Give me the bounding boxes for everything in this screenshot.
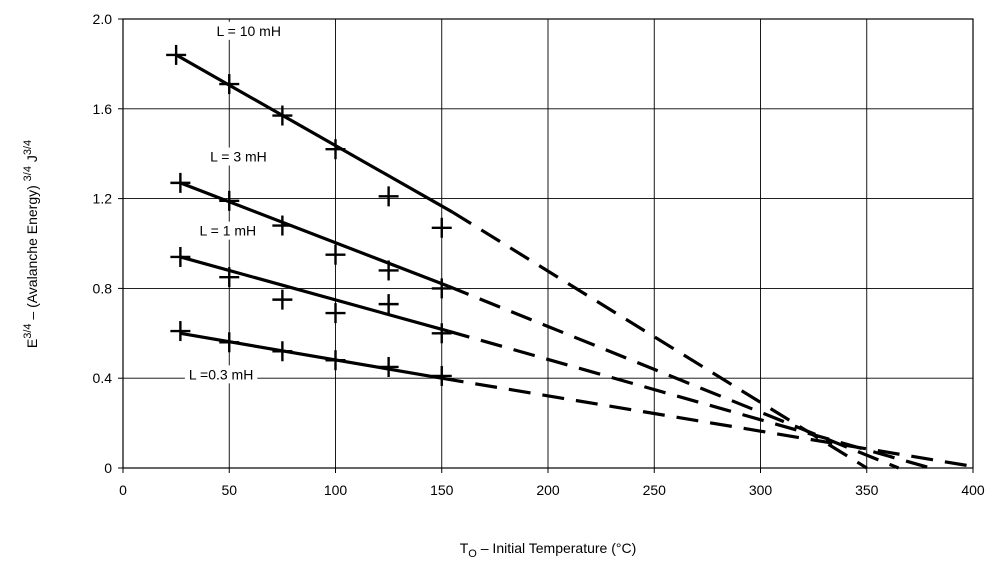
data-markers: [166, 44, 452, 386]
x-tick-label: 350: [855, 482, 879, 498]
data-point-marker: [219, 74, 240, 95]
x-tick-label: 200: [536, 482, 560, 498]
y-tick-label: 1.2: [93, 191, 113, 207]
x-axis-label-subscript: O: [468, 548, 477, 560]
y-tick-label: 0: [104, 460, 112, 476]
data-point-marker: [378, 260, 399, 281]
series-label-background: [212, 21, 285, 40]
x-tick-label: 50: [221, 482, 237, 498]
data-point-marker: [219, 267, 240, 288]
x-tick-label: 400: [961, 482, 985, 498]
y-tick-label: 2.0: [93, 11, 113, 27]
series-extrapolation-line: [451, 210, 868, 470]
data-point-marker: [325, 244, 346, 265]
data-point-marker: [378, 186, 399, 207]
data-point-marker: [325, 350, 346, 371]
x-axis-label: TO – Initial Temperature (°C): [460, 540, 637, 560]
series-label: L = 3 mH: [210, 149, 267, 165]
series-label: L = 1 mH: [200, 223, 257, 239]
series-label-background: [206, 147, 271, 166]
series-label: L = 10 mH: [217, 23, 281, 39]
x-tick-label: 0: [119, 482, 127, 498]
axis-ticks: 0 50 100 150 200 250 300 350 400 0 0.4 0.8 1.2 1.6 2.0: [93, 11, 985, 498]
data-point-marker: [272, 215, 293, 236]
data-point-marker: [170, 321, 191, 342]
data-point-marker: [166, 44, 187, 65]
data-point-marker: [431, 323, 452, 344]
data-point-marker: [325, 303, 346, 324]
x-tick-label: 100: [324, 482, 348, 498]
x-tick-label: 250: [643, 482, 667, 498]
y-tick-label: 1.6: [93, 101, 113, 117]
data-point-marker: [431, 365, 452, 386]
y-tick-label: 0.8: [93, 280, 113, 296]
y-axis-label: E3/4 – (Avalanche Energy) 3/4 J3/4: [22, 140, 40, 348]
data-point-marker: [325, 139, 346, 160]
series-fit-line: [180, 331, 443, 380]
series-label: L =0.3 mH: [189, 366, 253, 382]
data-point-marker: [431, 217, 452, 238]
y-tick-label: 0.4: [93, 370, 113, 386]
data-point-marker: [378, 294, 399, 315]
data-point-marker: [272, 105, 293, 126]
x-axis-label-rest: – Initial Temperature (°C): [477, 540, 636, 556]
series-extrapolation-line: [447, 284, 900, 470]
x-tick-label: 150: [430, 482, 454, 498]
series-fit-line: [175, 53, 454, 214]
series-labels: L = 10 mH L = 3 mH L = 1 mH L =0.3 mH: [184, 21, 285, 384]
data-point-marker: [170, 172, 191, 193]
data-point-marker: [272, 341, 293, 362]
data-point-marker: [378, 356, 399, 377]
x-tick-label: 300: [749, 482, 773, 498]
series-fit-line: [179, 255, 449, 333]
series-label-background: [184, 365, 258, 384]
data-point-marker: [219, 332, 240, 353]
data-point-marker: [272, 289, 293, 310]
data-point-marker: [431, 278, 452, 299]
data-point-marker: [219, 190, 240, 211]
series-extrapolation-line: [441, 376, 970, 468]
series-label-background: [195, 221, 261, 240]
data-point-marker: [170, 246, 191, 267]
